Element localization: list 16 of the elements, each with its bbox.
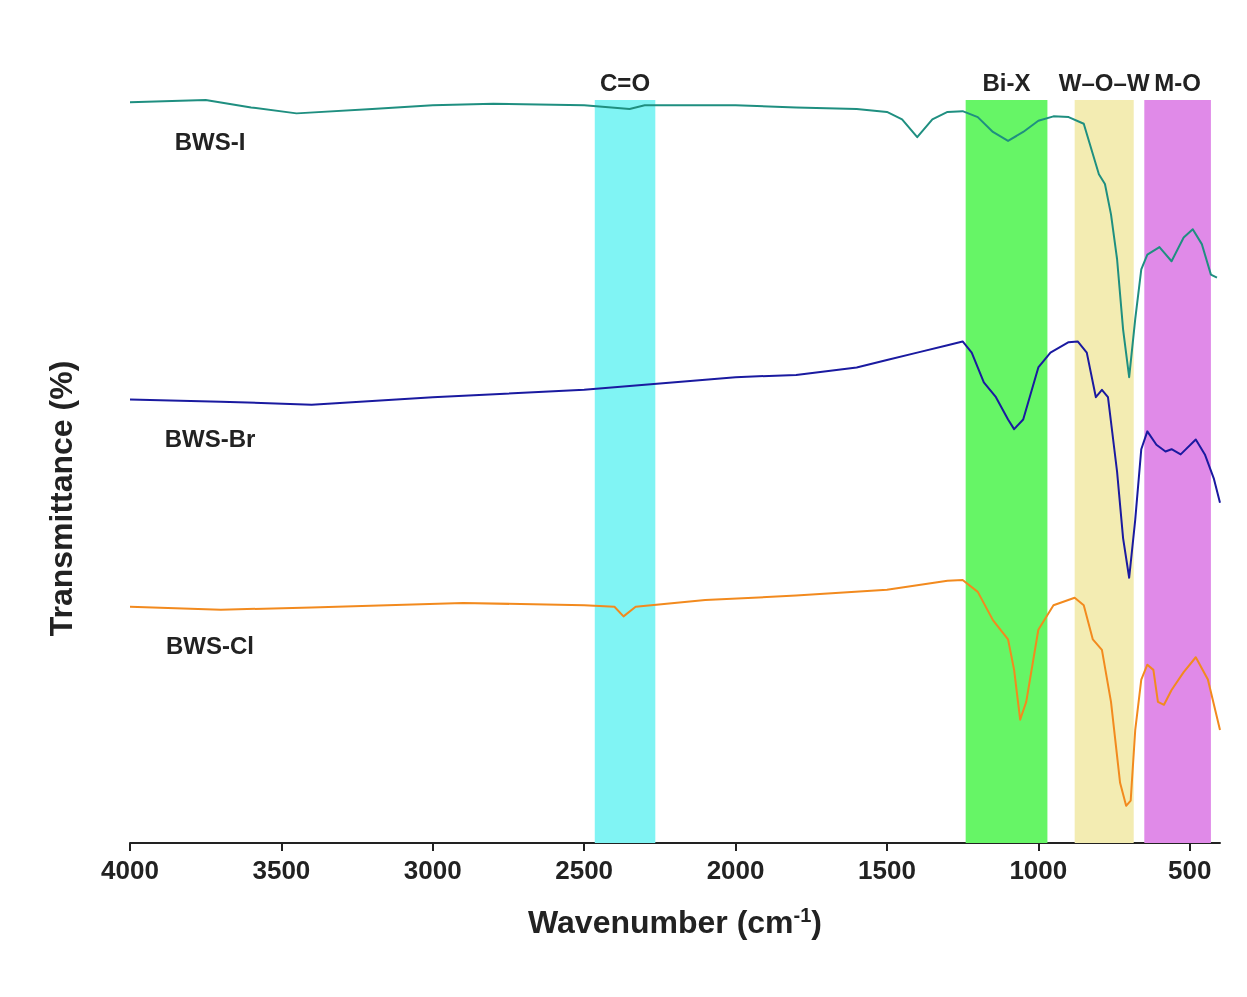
series-label: BWS-I bbox=[174, 127, 246, 155]
y-axis-title: Transmittance (%) bbox=[43, 360, 79, 637]
band-label: Bi-X bbox=[982, 68, 1031, 96]
x-tick-label: 4000 bbox=[101, 855, 159, 885]
x-tick-label: 3000 bbox=[403, 855, 462, 885]
x-tick-label: 1000 bbox=[1009, 855, 1068, 885]
series-label: BWS-Br bbox=[164, 424, 256, 452]
x-tick-label: 2000 bbox=[706, 855, 765, 885]
x-tick-label: 2500 bbox=[555, 855, 614, 885]
band-label: C=O bbox=[600, 68, 651, 96]
band-label: W–O–W bbox=[1058, 68, 1150, 96]
x-tick-label: 1500 bbox=[858, 855, 916, 885]
series-label: BWS-Cl bbox=[166, 632, 254, 660]
x-tick-label: 500 bbox=[1168, 855, 1212, 885]
x-tick-label: 3500 bbox=[252, 855, 311, 885]
band-label: M-O bbox=[1154, 68, 1201, 96]
